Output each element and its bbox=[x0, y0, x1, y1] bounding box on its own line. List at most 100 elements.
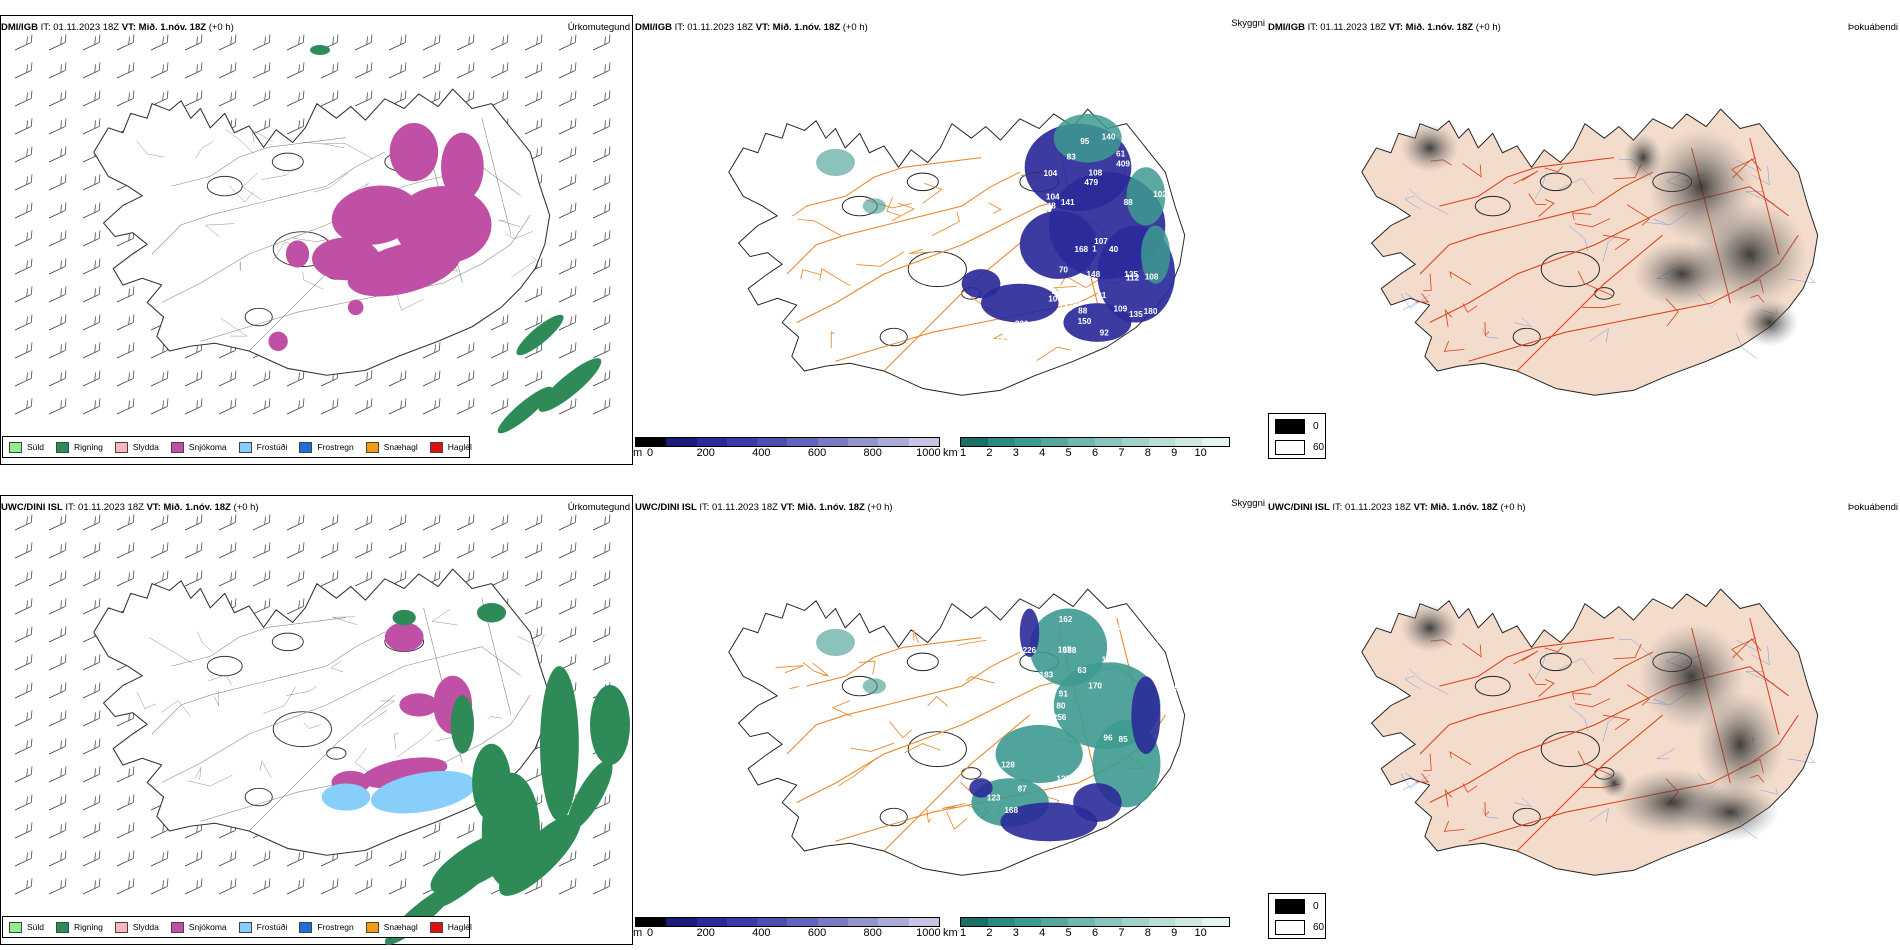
road bbox=[187, 774, 233, 787]
wind-barb-staff bbox=[558, 182, 576, 191]
wind-barb bbox=[252, 570, 271, 587]
wind-barb bbox=[558, 34, 577, 51]
precip-area bbox=[399, 693, 439, 717]
wind-barb-feather bbox=[162, 824, 164, 833]
road bbox=[966, 676, 995, 684]
wind-barb-feather bbox=[540, 62, 543, 71]
wind-barb-feather bbox=[60, 400, 62, 409]
wind-barb-staff bbox=[14, 322, 32, 331]
glacier-outline bbox=[1540, 251, 1600, 288]
wind-barb-staff bbox=[82, 718, 100, 727]
wind-barb-feather bbox=[200, 398, 203, 407]
precip-area bbox=[370, 770, 477, 814]
wind-barb-feather bbox=[608, 598, 611, 607]
wind-barb-staff bbox=[48, 210, 66, 219]
legend-label: Slydda bbox=[132, 442, 159, 452]
wind-barb-feather bbox=[502, 64, 504, 73]
wind-barb-staff bbox=[354, 70, 372, 79]
wind-barb bbox=[320, 542, 339, 559]
precip-area bbox=[441, 132, 484, 201]
wind-barb-feather bbox=[264, 64, 266, 73]
road bbox=[214, 690, 220, 706]
road bbox=[1544, 166, 1564, 173]
cloud-height-label: 88 bbox=[1124, 198, 1134, 207]
wind-barb-feather bbox=[574, 626, 577, 635]
wind-barb-feather bbox=[60, 572, 62, 581]
wind-barb-feather bbox=[502, 344, 504, 353]
glacier-outline bbox=[907, 731, 967, 768]
cloud-height-label: 91 bbox=[1059, 689, 1069, 698]
wind-barb-feather bbox=[30, 626, 33, 635]
wind-barb-feather bbox=[438, 370, 441, 379]
fog-area bbox=[1599, 768, 1629, 798]
wind-barb-feather bbox=[370, 34, 373, 43]
wind-barb-feather bbox=[502, 92, 504, 101]
wind-barb-feather bbox=[302, 34, 305, 43]
wind-barb bbox=[592, 542, 611, 559]
wind-barb-feather bbox=[26, 572, 28, 581]
fog-key-label: 60 bbox=[1313, 922, 1325, 933]
wind-barb-staff bbox=[354, 378, 372, 387]
wind-barb-feather bbox=[128, 64, 130, 73]
wind-barb-feather bbox=[302, 878, 305, 887]
road bbox=[293, 237, 330, 242]
wind-barb-feather bbox=[26, 344, 28, 353]
wind-barb-feather bbox=[434, 92, 436, 101]
cloud-height-label: 123 bbox=[987, 793, 1001, 802]
wind-barb-staff bbox=[320, 886, 338, 895]
wind-barb-feather bbox=[30, 654, 33, 663]
wind-barb-feather bbox=[26, 204, 28, 213]
wind-barb-feather bbox=[230, 400, 232, 409]
cloud-height-label: 135 bbox=[1124, 270, 1138, 279]
glacier-outline bbox=[1540, 731, 1600, 768]
cloud-height-label: 112 bbox=[1164, 334, 1178, 343]
wind-barb-feather bbox=[94, 684, 96, 693]
wind-barb-feather bbox=[166, 878, 169, 887]
wind-barb bbox=[558, 258, 577, 275]
legend-label: Slydda bbox=[132, 922, 159, 932]
fog-area bbox=[1633, 240, 1731, 308]
wind-barb bbox=[14, 342, 33, 359]
wind-barb bbox=[82, 766, 101, 783]
model-name: UWC/DINI ISL bbox=[635, 502, 697, 513]
colorbar-cell bbox=[666, 438, 697, 446]
wind-barb bbox=[558, 878, 577, 895]
precip-area bbox=[1141, 225, 1171, 284]
wind-barb bbox=[14, 62, 33, 79]
wind-barb-feather bbox=[128, 92, 130, 101]
wind-barb-feather bbox=[98, 654, 101, 663]
road bbox=[812, 662, 829, 677]
wind-barb-feather bbox=[128, 572, 130, 581]
wind-barb-feather bbox=[472, 34, 475, 43]
cloud-panel-title: Skyggni bbox=[1231, 18, 1265, 29]
cloud-height-label: 184 bbox=[996, 337, 1010, 346]
tick-label: 800 bbox=[863, 447, 882, 459]
road bbox=[354, 747, 369, 773]
wind-barb-feather bbox=[404, 90, 407, 99]
colorbar-cell bbox=[666, 918, 697, 926]
wind-barb-staff bbox=[116, 322, 134, 331]
road bbox=[195, 141, 214, 159]
wind-barb-feather bbox=[506, 570, 509, 579]
wind-barb-staff bbox=[558, 578, 576, 587]
wind-barb-feather bbox=[98, 342, 101, 351]
wind-barb-feather bbox=[570, 232, 572, 241]
wind-barb-feather bbox=[60, 544, 62, 553]
legend-item: Frostregn bbox=[299, 921, 354, 933]
wind-barb-staff bbox=[490, 578, 508, 587]
wind-barb-feather bbox=[472, 570, 475, 579]
wind-barb-feather bbox=[400, 400, 402, 409]
wind-barb-staff bbox=[422, 522, 440, 531]
road bbox=[775, 665, 804, 674]
wind-barb-feather bbox=[472, 542, 475, 551]
wind-barb-feather bbox=[94, 600, 96, 609]
cloud-height-label: 230 bbox=[1015, 320, 1029, 329]
wind-barb-feather bbox=[128, 344, 130, 353]
wind-barb bbox=[388, 514, 407, 531]
precip-area bbox=[567, 759, 613, 831]
wind-barb-feather bbox=[570, 600, 572, 609]
wind-barb-staff bbox=[320, 98, 338, 107]
wind-barb bbox=[82, 62, 101, 79]
wind-barb-staff bbox=[558, 406, 576, 415]
wind-barb-staff bbox=[354, 550, 372, 559]
